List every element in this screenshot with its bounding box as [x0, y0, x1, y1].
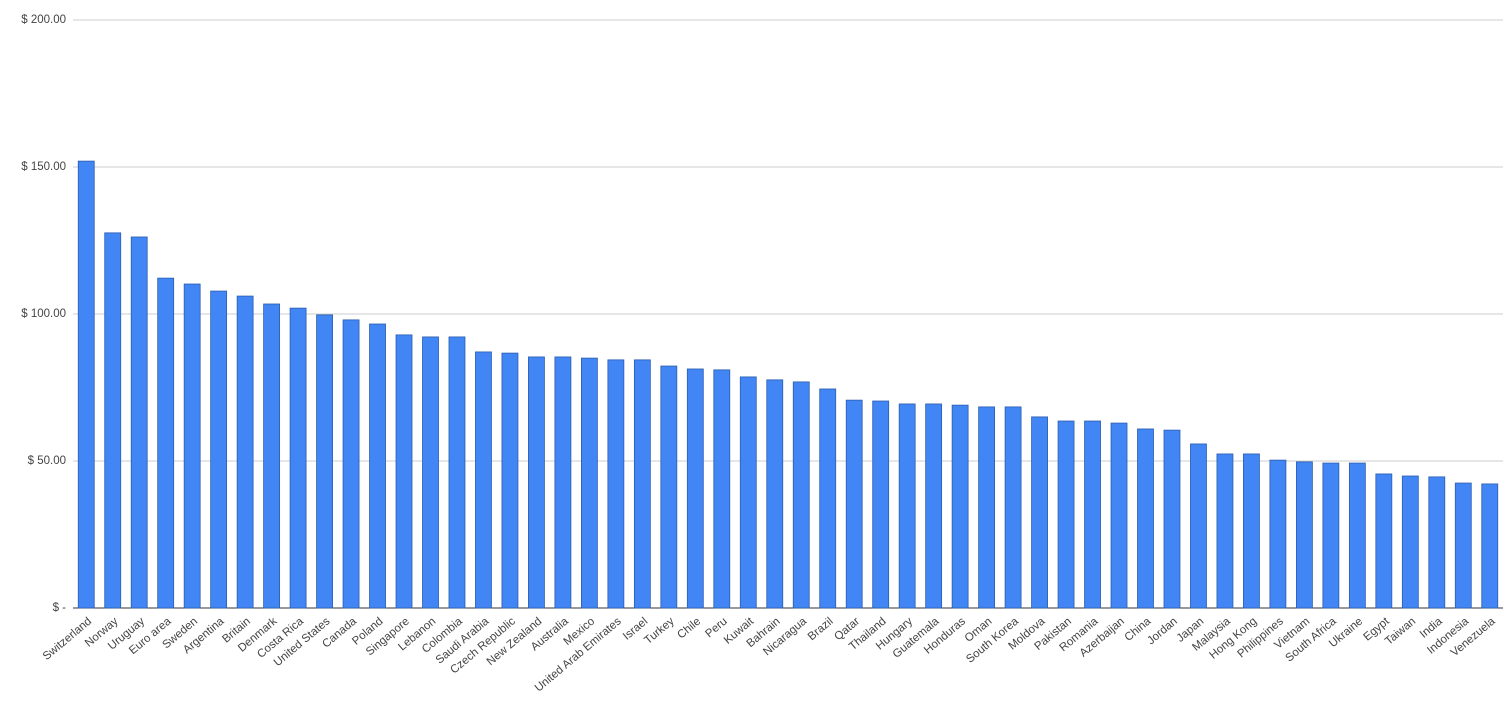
- bar: [1216, 453, 1234, 609]
- bar: [1031, 416, 1048, 609]
- bar: [395, 334, 413, 609]
- bar: [1057, 420, 1075, 609]
- bar: [183, 283, 201, 609]
- bar: [157, 277, 175, 609]
- bar: [580, 357, 598, 609]
- bar: [1190, 443, 1207, 609]
- y-tick-label: $ 100.00: [21, 308, 66, 320]
- x-tick-label: Brazil: [806, 615, 836, 643]
- bar: [872, 400, 890, 609]
- x-tick-label: Jordan: [1145, 615, 1180, 647]
- bar: [77, 160, 95, 609]
- x-tick-label: Chile: [675, 615, 703, 641]
- bar: [1110, 422, 1128, 609]
- bar: [369, 323, 386, 609]
- bar: [978, 406, 996, 609]
- bar: [1375, 473, 1393, 609]
- y-tick-label: $ 200.00: [21, 14, 66, 26]
- x-tick-label: Taiwan: [1383, 615, 1418, 647]
- bar: [1401, 475, 1419, 609]
- bar: [845, 399, 863, 609]
- bar: [898, 403, 916, 609]
- bar: [713, 369, 731, 609]
- bar: [342, 319, 360, 609]
- bar: [1137, 428, 1154, 609]
- bar: [766, 379, 784, 609]
- bar: [448, 336, 466, 609]
- bar: [607, 359, 625, 609]
- x-tick-label: Turkey: [642, 615, 677, 647]
- bar: [819, 388, 837, 609]
- bar: [1243, 453, 1260, 609]
- bar: [263, 303, 281, 609]
- bar: [1295, 461, 1313, 609]
- bar: [289, 307, 307, 609]
- bar: [1163, 429, 1181, 609]
- bar: [475, 351, 492, 609]
- y-tick-label: $ -: [53, 602, 67, 614]
- bar: [792, 381, 810, 609]
- bar: [1454, 482, 1472, 609]
- y-tick-label: $ 50.00: [28, 455, 66, 467]
- bar: [104, 232, 122, 609]
- bar: [925, 403, 943, 609]
- bar: [554, 356, 572, 609]
- bar: [739, 376, 757, 609]
- bar: [422, 336, 439, 609]
- bar: [1428, 476, 1446, 609]
- y-tick-label: $ 150.00: [21, 161, 66, 173]
- bar: [660, 365, 678, 609]
- bar: [1322, 462, 1340, 609]
- bar: [1084, 420, 1101, 609]
- bar: [130, 236, 148, 609]
- bar: [528, 356, 545, 609]
- bar: [633, 359, 651, 609]
- bar: [1481, 483, 1499, 609]
- bar: [316, 314, 333, 609]
- bar: [1004, 406, 1022, 609]
- bar: [501, 352, 519, 609]
- bar: [686, 368, 704, 609]
- bar: [1348, 462, 1366, 609]
- bar: [236, 295, 254, 609]
- bar: [210, 290, 228, 609]
- bar: [951, 404, 969, 609]
- bar: [1269, 459, 1287, 609]
